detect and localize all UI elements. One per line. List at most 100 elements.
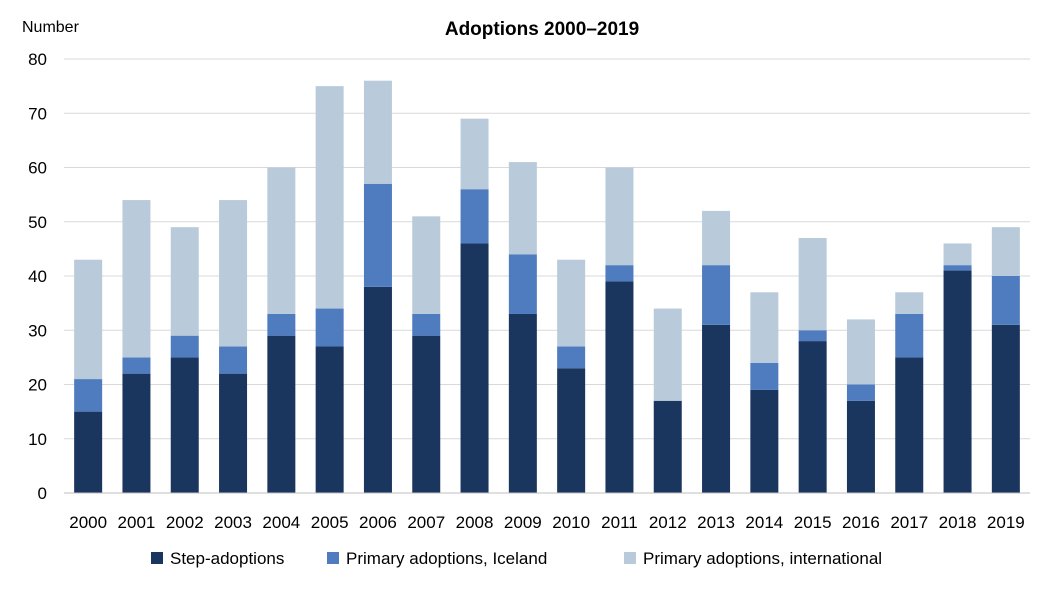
bar-segment-primary-adoptions-iceland-2008 bbox=[460, 189, 489, 244]
bar-segment-step-adoptions-2007 bbox=[412, 335, 441, 493]
bar-segment-primary-adoptions-iceland-2014 bbox=[750, 362, 779, 390]
bars bbox=[74, 80, 1020, 493]
bar-segment-step-adoptions-2010 bbox=[557, 368, 586, 493]
bar-segment-primary-adoptions-iceland-2007 bbox=[412, 313, 441, 336]
bar-segment-step-adoptions-2000 bbox=[74, 411, 103, 493]
bar-segment-primary-adoptions-international-2006 bbox=[363, 80, 392, 184]
bar-segment-primary-adoptions-international-2004 bbox=[267, 167, 296, 314]
bar-segment-primary-adoptions-iceland-2011 bbox=[605, 265, 634, 282]
bar-segment-primary-adoptions-international-2008 bbox=[460, 118, 489, 190]
chart-title: Adoptions 2000–2019 bbox=[445, 19, 639, 40]
gridlines bbox=[64, 58, 1030, 440]
bar-segment-primary-adoptions-international-2015 bbox=[798, 238, 827, 331]
legend-swatch bbox=[624, 552, 636, 564]
bar-segment-primary-adoptions-iceland-2017 bbox=[895, 313, 924, 358]
y-tick-label: 50 bbox=[28, 213, 47, 232]
x-axis-ticks: 2000 2001 2002 2003 2004 2005 2006 2007 2008 2009… bbox=[69, 513, 1025, 532]
bar-segment-step-adoptions-2011 bbox=[605, 281, 634, 493]
bar-segment-primary-adoptions-international-2009 bbox=[508, 162, 537, 255]
bar-segment-step-adoptions-2019 bbox=[991, 324, 1020, 493]
bar-segment-primary-adoptions-international-2016 bbox=[846, 319, 875, 385]
x-tick-label: 2007 bbox=[407, 513, 445, 532]
bar-segment-step-adoptions-2004 bbox=[267, 335, 296, 493]
y-tick-label: 20 bbox=[28, 376, 47, 395]
bar-segment-primary-adoptions-international-2019 bbox=[991, 227, 1020, 276]
x-tick-label: 2012 bbox=[649, 513, 687, 532]
bar-segment-primary-adoptions-international-2017 bbox=[895, 292, 924, 314]
bar-segment-primary-adoptions-international-2018 bbox=[943, 243, 972, 266]
x-tick-label: 2005 bbox=[311, 513, 349, 532]
legend-swatch bbox=[151, 552, 163, 564]
y-axis-label: Number bbox=[22, 19, 80, 36]
legend-label: Primary adoptions, international bbox=[643, 549, 882, 568]
bar-segment-primary-adoptions-international-2005 bbox=[315, 86, 344, 309]
x-tick-label: 2010 bbox=[552, 513, 590, 532]
bar-segment-primary-adoptions-international-2011 bbox=[605, 167, 634, 266]
y-tick-label: 10 bbox=[28, 430, 47, 449]
bar-segment-primary-adoptions-iceland-2005 bbox=[315, 308, 344, 347]
bar-segment-primary-adoptions-international-2007 bbox=[412, 216, 441, 314]
bar-segment-primary-adoptions-iceland-2016 bbox=[846, 384, 875, 401]
bar-segment-primary-adoptions-iceland-2009 bbox=[508, 254, 537, 314]
x-tick-label: 2016 bbox=[842, 513, 880, 532]
bar-segment-step-adoptions-2016 bbox=[846, 400, 875, 493]
bar-segment-primary-adoptions-iceland-2019 bbox=[991, 276, 1020, 325]
bar-segment-primary-adoptions-iceland-2002 bbox=[170, 335, 199, 358]
legend-swatch bbox=[327, 552, 339, 564]
x-tick-label: 2011 bbox=[601, 513, 638, 532]
y-tick-label: 0 bbox=[38, 484, 47, 503]
bar-segment-primary-adoptions-iceland-2010 bbox=[557, 346, 586, 369]
x-tick-label: 2002 bbox=[166, 513, 204, 532]
bar-segment-primary-adoptions-international-2003 bbox=[219, 200, 248, 347]
bar-segment-step-adoptions-2003 bbox=[219, 373, 248, 493]
x-tick-label: 2019 bbox=[987, 513, 1025, 532]
bar-segment-step-adoptions-2012 bbox=[653, 400, 682, 493]
x-tick-label: 2017 bbox=[890, 513, 928, 532]
bar-segment-primary-adoptions-iceland-2013 bbox=[702, 265, 731, 325]
x-tick-label: 2015 bbox=[794, 513, 832, 532]
bar-segment-primary-adoptions-iceland-2004 bbox=[267, 313, 296, 336]
x-tick-label: 2003 bbox=[214, 513, 252, 532]
bar-segment-primary-adoptions-iceland-2000 bbox=[74, 379, 103, 412]
bar-segment-step-adoptions-2002 bbox=[170, 357, 199, 493]
x-tick-label: 2008 bbox=[456, 513, 494, 532]
x-tick-label: 2013 bbox=[697, 513, 735, 532]
bar-segment-step-adoptions-2017 bbox=[895, 357, 924, 493]
bar-segment-primary-adoptions-iceland-2006 bbox=[363, 183, 392, 287]
y-axis-ticks: 0 10 20 30 40 50 60 70 80 bbox=[28, 50, 47, 503]
x-tick-label: 2000 bbox=[69, 513, 107, 532]
bar-segment-step-adoptions-2005 bbox=[315, 346, 344, 493]
bar-segment-primary-adoptions-iceland-2015 bbox=[798, 330, 827, 342]
bar-segment-primary-adoptions-iceland-2003 bbox=[219, 346, 248, 374]
bar-segment-primary-adoptions-international-2002 bbox=[170, 227, 199, 336]
bar-segment-primary-adoptions-international-2014 bbox=[750, 292, 779, 363]
legend-label: Step-adoptions bbox=[170, 549, 284, 568]
y-tick-label: 30 bbox=[28, 321, 47, 340]
y-tick-label: 40 bbox=[28, 267, 47, 286]
bar-segment-step-adoptions-2009 bbox=[508, 313, 537, 493]
x-tick-label: 2001 bbox=[118, 513, 156, 532]
y-tick-label: 70 bbox=[28, 104, 47, 123]
x-tick-label: 2014 bbox=[745, 513, 783, 532]
y-tick-label: 60 bbox=[28, 159, 47, 178]
legend: Step-adoptions Primary adoptions, Iceland… bbox=[151, 549, 882, 568]
x-tick-label: 2006 bbox=[359, 513, 397, 532]
bar-segment-step-adoptions-2008 bbox=[460, 243, 489, 493]
legend-label: Primary adoptions, Iceland bbox=[346, 549, 547, 568]
bar-segment-primary-adoptions-international-2010 bbox=[557, 259, 586, 347]
y-tick-label: 80 bbox=[28, 50, 47, 69]
bar-segment-step-adoptions-2018 bbox=[943, 270, 972, 493]
bar-segment-step-adoptions-2001 bbox=[122, 373, 151, 493]
bar-segment-primary-adoptions-iceland-2001 bbox=[122, 357, 151, 374]
bar-segment-primary-adoptions-international-2013 bbox=[702, 210, 731, 266]
bar-segment-step-adoptions-2014 bbox=[750, 389, 779, 493]
x-tick-label: 2009 bbox=[504, 513, 542, 532]
x-tick-label: 2004 bbox=[262, 513, 300, 532]
bar-segment-primary-adoptions-iceland-2018 bbox=[943, 265, 972, 271]
bar-segment-step-adoptions-2015 bbox=[798, 341, 827, 493]
bar-segment-step-adoptions-2006 bbox=[363, 286, 392, 493]
x-tick-label: 2018 bbox=[939, 513, 977, 532]
bar-segment-primary-adoptions-international-2012 bbox=[653, 308, 682, 401]
bar-segment-primary-adoptions-international-2000 bbox=[74, 259, 103, 380]
